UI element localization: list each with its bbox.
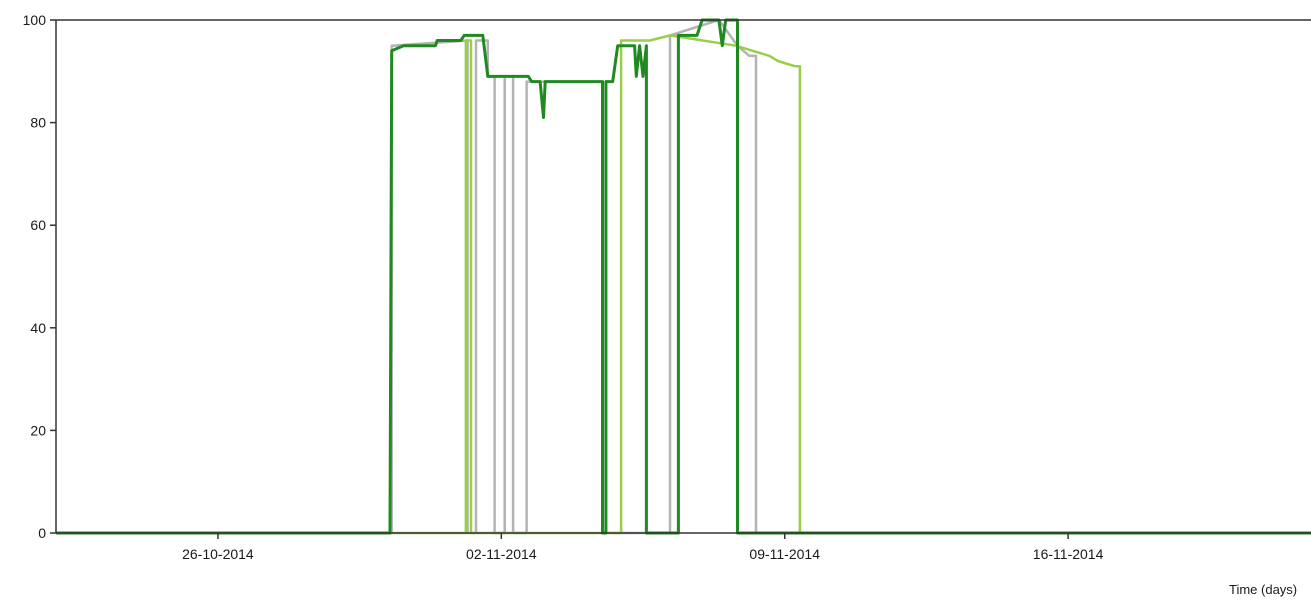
x-tick-label: 26-10-2014 [182,546,254,562]
x-axis-label: Time (days) [1229,582,1297,597]
y-tick-label: 60 [30,217,46,233]
series-line-2 [56,34,1311,535]
x-tick-label: 02-11-2014 [466,546,537,562]
y-axis-ticks: 0 20 40 60 80 100 [23,12,56,541]
x-tick-label: 09-11-2014 [749,546,820,562]
x-axis-ticks: 26-10-2014 02-11-2014 09-11-2014 16-11-2014 [182,533,1104,562]
y-tick-label: 40 [30,320,46,336]
y-tick-label: 20 [30,422,46,438]
x-tick-label: 16-11-2014 [1033,546,1104,562]
y-tick-label: 100 [23,12,47,28]
y-tick-label: 0 [38,525,46,541]
y-tick-label: 80 [30,115,46,131]
